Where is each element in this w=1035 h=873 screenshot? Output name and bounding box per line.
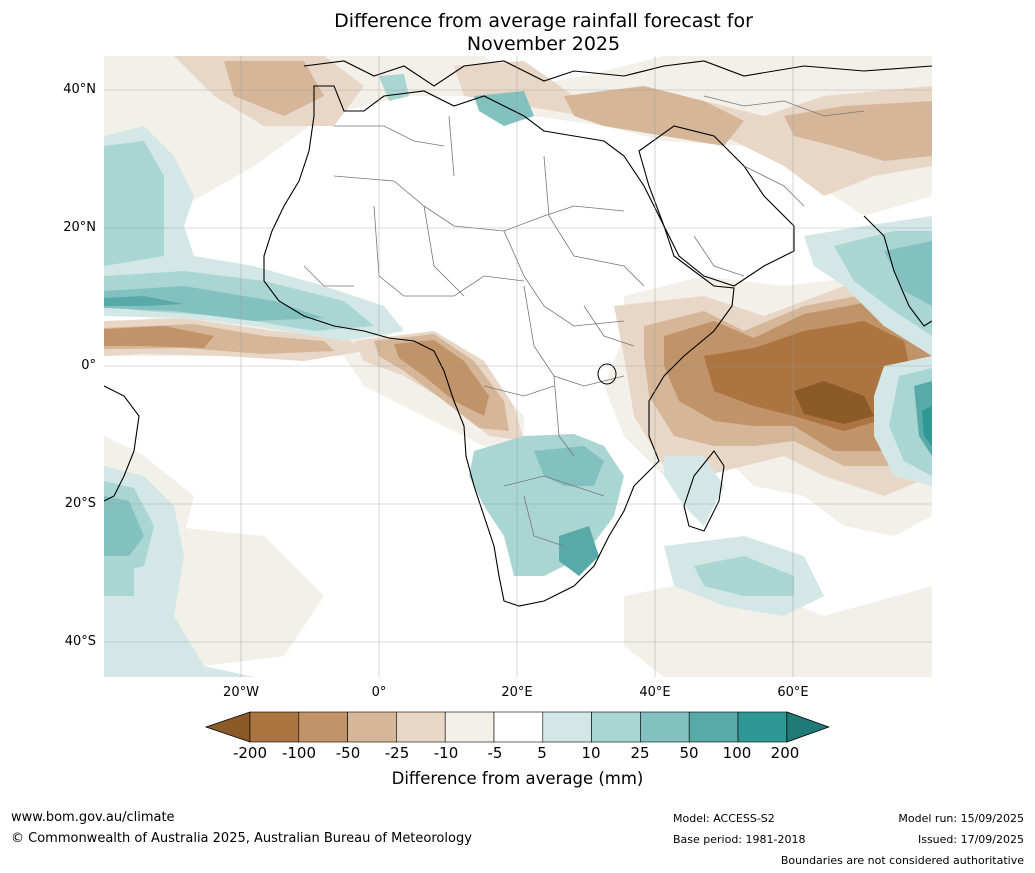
lat-label-40s: 40°S	[64, 634, 96, 649]
colorbar-segment	[640, 711, 690, 743]
lake-outline	[597, 363, 617, 385]
colorbar-tick: -10	[433, 744, 459, 762]
colorbar-extend-high	[786, 711, 830, 743]
lon-label-20e: 20°E	[501, 685, 533, 700]
colorbar-tick: -25	[384, 744, 410, 762]
base-period-text: Base period: 1981-2018	[673, 833, 806, 846]
rainfall-map	[104, 56, 932, 677]
india-coastline	[863, 215, 932, 327]
europe-coastline	[303, 60, 932, 87]
lon-label-0: 0°	[371, 685, 387, 700]
colorbar-tick: -200	[232, 744, 268, 762]
colorbar-tick: 100	[722, 744, 752, 762]
land-masses	[104, 60, 932, 607]
colorbar-segment	[688, 711, 739, 743]
colorbar-segment	[444, 711, 495, 743]
colorbar-extend-low	[204, 711, 251, 743]
colorbar-label: Difference from average (mm)	[391, 769, 644, 788]
colorbar-tick: -50	[335, 744, 361, 762]
model-run-text: Model run: 15/09/2025	[898, 812, 1024, 825]
lat-label-20s: 20°S	[64, 496, 96, 511]
lon-label-40e: 40°E	[639, 685, 671, 700]
dry-anomaly-areas	[104, 56, 932, 677]
colorbar	[204, 711, 830, 743]
colorbar-segment	[493, 711, 544, 743]
website-text: www.bom.gov.au/climate	[11, 810, 175, 825]
map-title: Difference from average rainfall forecas…	[0, 10, 1035, 56]
colorbar-tick: -5	[487, 744, 503, 762]
colorbar-segment	[542, 711, 592, 743]
colorbar-segment	[249, 711, 300, 743]
colorbar-tick: 25	[630, 744, 650, 762]
colorbar-segment	[396, 711, 446, 743]
colorbar-segment	[347, 711, 397, 743]
colorbar-tick: 10	[581, 744, 601, 762]
lon-label-60e: 60°E	[777, 685, 809, 700]
graticule	[104, 56, 932, 677]
colorbar-tick: 5	[537, 744, 547, 762]
lat-label-0: 0°	[81, 358, 96, 373]
copyright-text: © Commonwealth of Australia 2025, Austra…	[11, 831, 472, 846]
colorbar-segments	[204, 711, 830, 743]
model-text: Model: ACCESS-S2	[673, 812, 775, 825]
colorbar-segment	[737, 711, 788, 743]
colorbar-tick: 200	[770, 744, 800, 762]
issued-text: Issued: 17/09/2025	[917, 833, 1024, 846]
colorbar-segment	[591, 711, 641, 743]
title-line-2: November 2025	[466, 33, 621, 55]
colorbar-segment	[298, 711, 348, 743]
wet-anomaly-areas	[104, 74, 932, 677]
madagascar-coastline	[683, 450, 725, 532]
disclaimer-text: Boundaries are not considered authoritat…	[780, 854, 1024, 867]
arabia-coastline	[638, 125, 795, 287]
lat-label-20n: 20°N	[63, 220, 96, 235]
title-line-1: Difference from average rainfall forecas…	[334, 10, 753, 32]
lat-label-40n: 40°N	[63, 82, 96, 97]
colorbar-tick: -100	[281, 744, 317, 762]
lon-label-20w: 20°W	[223, 685, 259, 700]
country-borders	[303, 95, 865, 547]
colorbar-tick: 50	[679, 744, 699, 762]
south-america-coastline	[104, 385, 140, 502]
africa-coastline	[263, 85, 735, 607]
